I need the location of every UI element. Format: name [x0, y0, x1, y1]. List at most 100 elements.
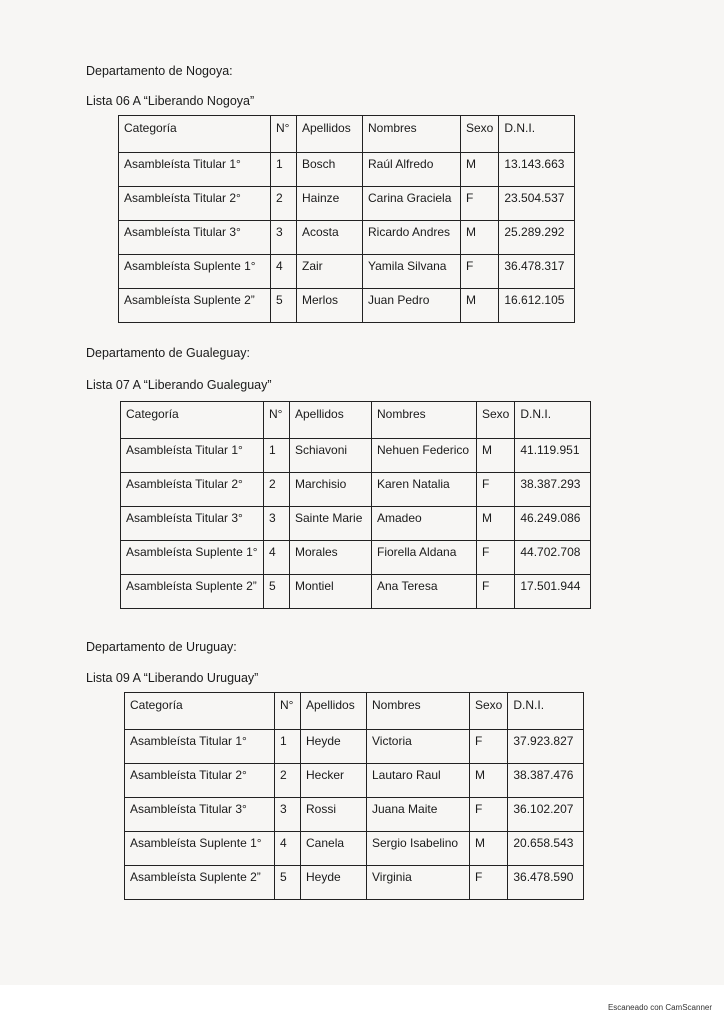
- cell-names: Raúl Alfredo: [362, 152, 461, 187]
- column-header-names: Nombres: [362, 115, 461, 153]
- cell-surname: Bosch: [296, 152, 363, 187]
- table-row: Asambleísta Titular 2° 2 Hainze Carina Grac…: [118, 186, 576, 221]
- cell-dni: 20.658.543: [507, 831, 585, 866]
- scanner-watermark: Escaneado con CamScanner: [607, 1003, 712, 1012]
- list-heading: Lista 09 A “Liberando Uruguay”: [86, 671, 259, 685]
- column-header-number: N°: [263, 401, 290, 439]
- column-header-dni: D.N.I.: [514, 401, 592, 439]
- cell-category: Asambleísta Titular 2°: [124, 763, 275, 798]
- table-row: Asambleísta Suplente 1° 4 Zair Yamila Silva…: [118, 254, 576, 289]
- candidates-table-gualeguay: Categoría N° Apellidos Nombres Sexo D.N.I. Asa…: [120, 401, 592, 609]
- cell-number: 3: [270, 220, 297, 255]
- cell-sex: M: [475, 506, 516, 541]
- cell-sex: F: [475, 574, 516, 609]
- cell-dni: 41.119.951: [514, 438, 592, 473]
- list-heading: Lista 07 A “Liberando Gualeguay”: [86, 378, 272, 392]
- table-row: Asambleísta Suplente 2” 5 Merlos Juan Pedro…: [118, 288, 576, 323]
- list-heading: Lista 06 A “Liberando Nogoya”: [86, 94, 255, 108]
- table-row: Asambleísta Suplente 2” 5 Montiel Ana Teres…: [120, 574, 592, 609]
- cell-sex: M: [475, 438, 516, 473]
- cell-category: Asambleísta Titular 3°: [118, 220, 271, 255]
- cell-names: Yamila Silvana: [362, 254, 461, 289]
- cell-dni: 36.478.590: [507, 865, 585, 900]
- candidates-table-uruguay: Categoría N° Apellidos Nombres Sexo D.N.I. Asa…: [124, 692, 585, 900]
- table-row: Asambleísta Titular 3° 3 Acosta Ricardo And…: [118, 220, 576, 255]
- candidates-table-nogoya: Categoría N° Apellidos Nombres Sexo D.N.I. Asa…: [118, 115, 576, 323]
- column-header-dni: D.N.I.: [498, 115, 576, 153]
- cell-sex: M: [459, 152, 500, 187]
- cell-category: Asambleísta Titular 2°: [118, 186, 271, 221]
- table-row: Asambleísta Suplente 1° 4 Canela Sergio Isa…: [124, 831, 585, 866]
- cell-category: Asambleísta Titular 3°: [124, 797, 275, 832]
- cell-surname: Rossi: [300, 797, 367, 832]
- column-header-surname: Apellidos: [289, 401, 372, 439]
- cell-names: Ricardo Andres: [362, 220, 461, 255]
- cell-dni: 16.612.105: [498, 288, 576, 323]
- cell-category: Asambleísta Titular 2°: [120, 472, 264, 507]
- cell-number: 4: [270, 254, 297, 289]
- table-row: Asambleísta Titular 1° 1 Schiavoni Nehuen F…: [120, 438, 592, 473]
- cell-number: 2: [263, 472, 290, 507]
- table-header-row: Categoría N° Apellidos Nombres Sexo D.N.I.: [120, 401, 592, 439]
- cell-sex: F: [468, 729, 509, 764]
- table-row: Asambleísta Titular 3° 3 Sainte Marie Amade…: [120, 506, 592, 541]
- cell-dni: 25.289.292: [498, 220, 576, 255]
- table-header-row: Categoría N° Apellidos Nombres Sexo D.N.I.: [118, 115, 576, 153]
- cell-sex: M: [468, 831, 509, 866]
- cell-dni: 44.702.708: [514, 540, 592, 575]
- cell-number: 4: [274, 831, 301, 866]
- cell-category: Asambleísta Suplente 1°: [118, 254, 271, 289]
- cell-sex: F: [459, 186, 500, 221]
- cell-number: 2: [270, 186, 297, 221]
- cell-number: 3: [274, 797, 301, 832]
- cell-surname: Montiel: [289, 574, 372, 609]
- cell-surname: Heyde: [300, 865, 367, 900]
- cell-category: Asambleísta Titular 3°: [120, 506, 264, 541]
- cell-number: 4: [263, 540, 290, 575]
- cell-surname: Sainte Marie: [289, 506, 372, 541]
- table-row: Asambleísta Titular 2° 2 Marchisio Karen Na…: [120, 472, 592, 507]
- cell-names: Carina Graciela: [362, 186, 461, 221]
- cell-surname: Acosta: [296, 220, 363, 255]
- cell-sex: F: [459, 254, 500, 289]
- department-heading: Departamento de Uruguay:: [86, 640, 237, 654]
- column-header-sex: Sexo: [475, 401, 516, 439]
- cell-surname: Hainze: [296, 186, 363, 221]
- department-heading: Departamento de Nogoya:: [86, 64, 233, 78]
- column-header-surname: Apellidos: [296, 115, 363, 153]
- column-header-number: N°: [270, 115, 297, 153]
- table-row: Asambleísta Titular 1° 1 Bosch Raúl Alfredo…: [118, 152, 576, 187]
- cell-surname: Hecker: [300, 763, 367, 798]
- column-header-dni: D.N.I.: [507, 692, 585, 730]
- cell-sex: F: [468, 865, 509, 900]
- table-row: Asambleísta Titular 3° 3 Rossi Juana Maite F…: [124, 797, 585, 832]
- cell-names: Lautaro Raul: [366, 763, 470, 798]
- table-row: Asambleísta Titular 2° 2 Hecker Lautaro Rau…: [124, 763, 585, 798]
- cell-dni: 37.923.827: [507, 729, 585, 764]
- column-header-names: Nombres: [366, 692, 470, 730]
- cell-dni: 23.504.537: [498, 186, 576, 221]
- cell-sex: F: [475, 540, 516, 575]
- cell-sex: M: [459, 288, 500, 323]
- cell-names: Fiorella Aldana: [371, 540, 477, 575]
- cell-names: Sergio Isabelino: [366, 831, 470, 866]
- column-header-category: Categoría: [118, 115, 271, 153]
- cell-names: Nehuen Federico: [371, 438, 477, 473]
- column-header-names: Nombres: [371, 401, 477, 439]
- cell-category: Asambleísta Suplente 2”: [118, 288, 271, 323]
- cell-sex: M: [459, 220, 500, 255]
- cell-names: Virginia: [366, 865, 470, 900]
- cell-dni: 46.249.086: [514, 506, 592, 541]
- cell-number: 5: [274, 865, 301, 900]
- cell-dni: 13.143.663: [498, 152, 576, 187]
- column-header-category: Categoría: [120, 401, 264, 439]
- cell-dni: 38.387.293: [514, 472, 592, 507]
- cell-number: 5: [263, 574, 290, 609]
- column-header-surname: Apellidos: [300, 692, 367, 730]
- cell-names: Juana Maite: [366, 797, 470, 832]
- cell-sex: M: [468, 763, 509, 798]
- table-header-row: Categoría N° Apellidos Nombres Sexo D.N.I.: [124, 692, 585, 730]
- table-row: Asambleísta Suplente 1° 4 Morales Fiorella …: [120, 540, 592, 575]
- table-row: Asambleísta Titular 1° 1 Heyde Victoria F 37.…: [124, 729, 585, 764]
- footer-strip: [0, 985, 724, 1024]
